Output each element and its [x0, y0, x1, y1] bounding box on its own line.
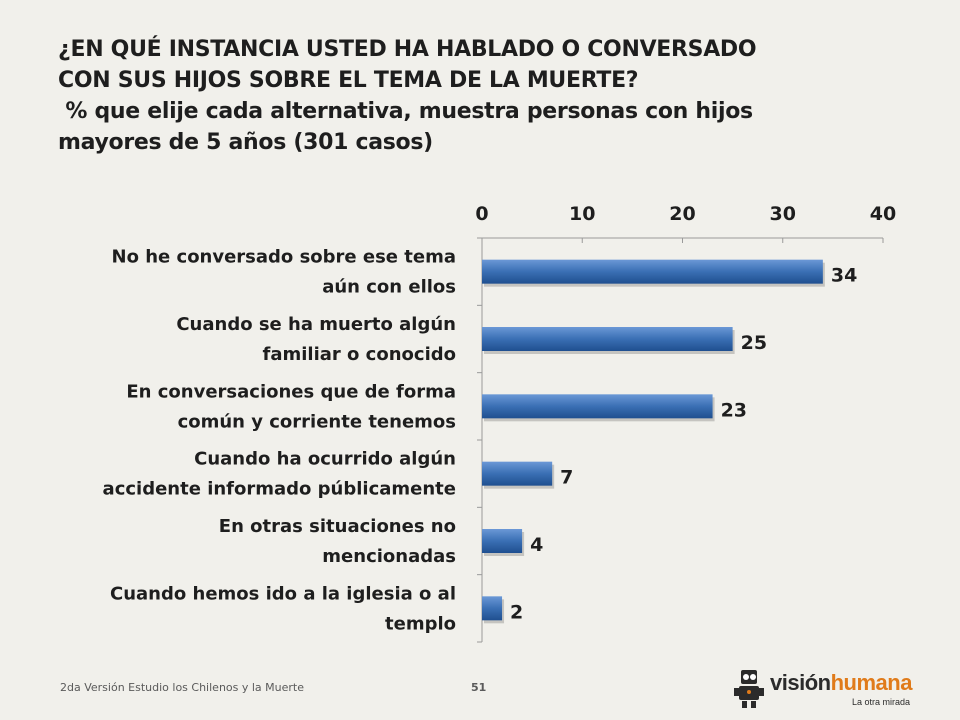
robot-mascot-icon	[734, 670, 764, 708]
data-label: 34	[831, 265, 857, 287]
x-tick-label: 30	[770, 203, 796, 225]
x-tick-label: 40	[870, 203, 896, 225]
data-label: 25	[741, 332, 767, 354]
category-label: En otras situaciones no	[219, 516, 456, 537]
bar	[482, 529, 523, 553]
category-label: Cuando se ha muerto algún	[176, 314, 456, 335]
subtitle-line-1: % que elije cada alternativa, muestra pe…	[58, 99, 753, 124]
title-line-2: CON SUS HIJOS SOBRE EL TEMA DE LA MUERTE…	[58, 68, 639, 93]
bar	[482, 596, 503, 621]
bar	[482, 394, 713, 419]
x-tick-label: 10	[569, 203, 595, 225]
logo-word-2: humana	[830, 670, 913, 695]
footer-study-name: 2da Versión Estudio los Chilenos y la Mu…	[60, 681, 305, 694]
category-label: mencionadas	[322, 546, 456, 567]
bar	[482, 327, 733, 351]
page-number: 51	[471, 681, 487, 694]
logo-word-1: visión	[770, 670, 831, 695]
title-line-1: ¿EN QUÉ INSTANCIA USTED HA HABLADO O CON…	[58, 37, 757, 62]
x-tick-label: 0	[475, 203, 488, 225]
x-tick-label: 20	[669, 203, 695, 225]
category-label: aún con ellos	[322, 277, 456, 298]
slide-title: ¿EN QUÉ INSTANCIA USTED HA HABLADO O CON…	[58, 34, 938, 158]
category-label: Cuando ha ocurrido algún	[194, 449, 456, 470]
logo-tagline: La otra mirada	[852, 697, 911, 707]
data-label: 23	[721, 399, 747, 421]
category-label: accidente informado públicamente	[103, 479, 456, 500]
data-label: 7	[560, 467, 573, 489]
subtitle-line-2: mayores de 5 años (301 casos)	[58, 130, 433, 155]
bar	[482, 259, 823, 284]
category-label: templo	[385, 613, 456, 634]
category-label: familiar o conocido	[263, 344, 456, 365]
category-label: común y corriente tenemos	[178, 411, 456, 432]
category-label: No he conversado sobre ese tema	[112, 247, 456, 268]
visionhumana-logo: visiónhumana La otra mirada	[732, 664, 932, 710]
logo-wordmark: visiónhumana	[770, 670, 912, 696]
data-label: 2	[510, 601, 523, 623]
bar	[482, 461, 553, 486]
category-label: En conversaciones que de forma	[126, 381, 456, 402]
category-label: Cuando hemos ido a la iglesia o al	[110, 583, 456, 604]
data-label: 4	[530, 534, 543, 556]
